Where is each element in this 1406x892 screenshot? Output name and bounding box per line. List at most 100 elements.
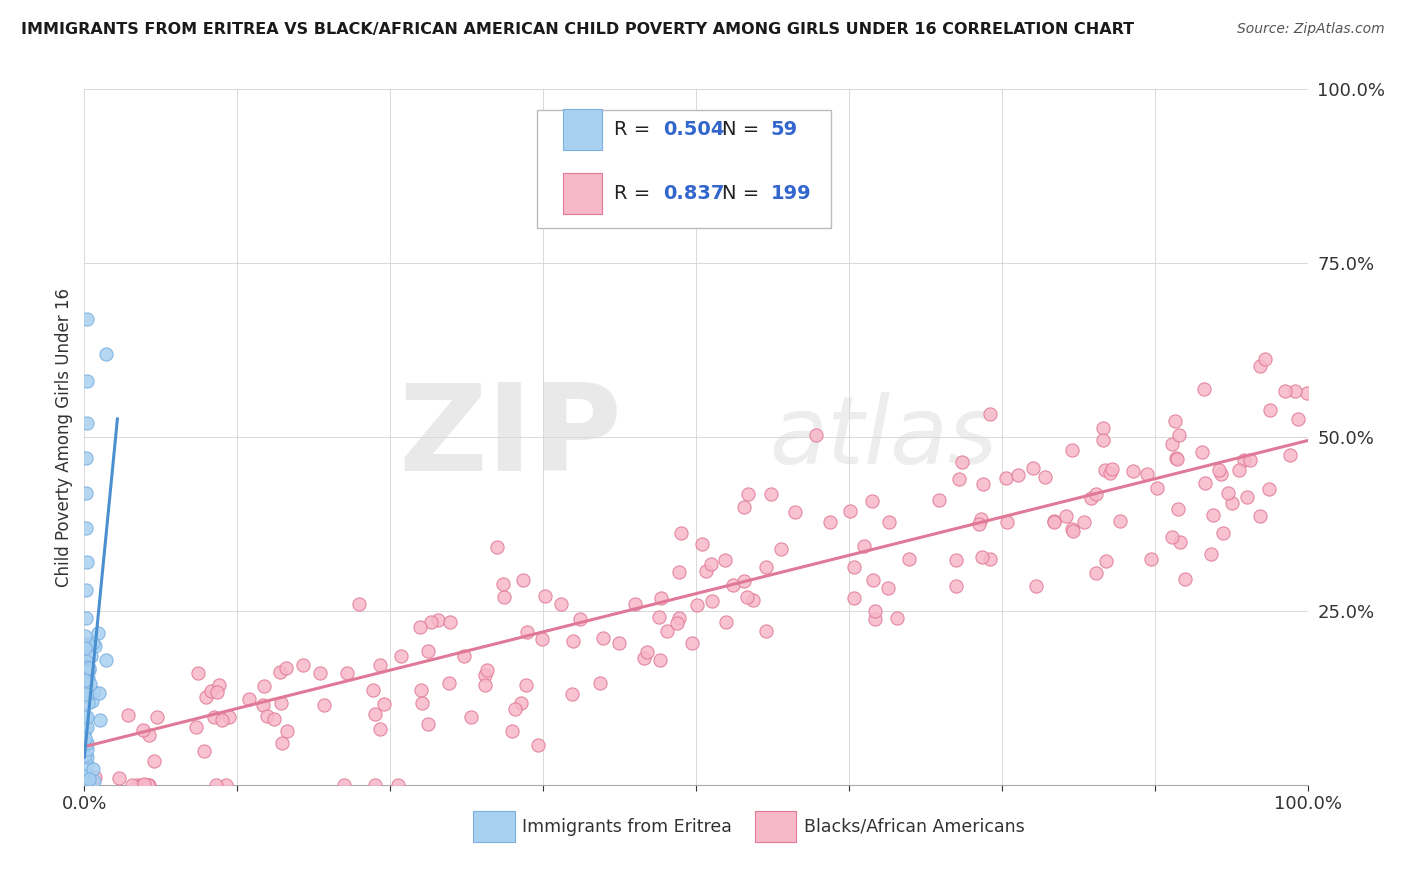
Point — [96, 653, 118, 667]
Point — [1025, 579, 1047, 593]
Point — [76, 416, 98, 430]
Point — [995, 471, 1018, 485]
Point — [211, 714, 233, 728]
Point — [492, 591, 515, 605]
Point — [75, 772, 97, 787]
Point — [77, 663, 100, 677]
Point — [89, 713, 111, 727]
Point — [842, 559, 865, 574]
Point — [77, 772, 100, 786]
Point — [979, 407, 1001, 421]
Point — [737, 487, 759, 501]
Text: 0.837: 0.837 — [664, 185, 724, 203]
Text: Blacks/African Americans: Blacks/African Americans — [804, 818, 1025, 836]
Point — [695, 565, 717, 579]
Point — [1284, 384, 1306, 399]
Point — [387, 778, 409, 792]
Point — [1218, 485, 1240, 500]
Point — [475, 663, 498, 677]
Point — [138, 778, 160, 792]
Point — [1274, 384, 1296, 398]
Point — [862, 573, 884, 587]
Point — [76, 710, 98, 724]
Point — [336, 666, 359, 681]
Point — [453, 649, 475, 664]
Point — [79, 661, 101, 675]
Point — [550, 597, 572, 611]
Point — [474, 678, 496, 692]
Point — [1168, 428, 1191, 442]
Point — [1073, 516, 1095, 530]
Point — [187, 666, 209, 681]
Point — [650, 591, 672, 605]
Point — [76, 311, 98, 326]
Point — [1062, 524, 1084, 538]
Point — [73, 664, 96, 678]
Point — [969, 512, 991, 526]
Point — [1033, 470, 1056, 484]
Point — [1092, 433, 1115, 447]
Point — [1164, 450, 1187, 465]
Point — [75, 676, 97, 690]
Point — [121, 778, 143, 792]
Point — [79, 648, 101, 663]
Point — [1054, 509, 1077, 524]
Point — [1286, 412, 1309, 426]
Point — [1160, 530, 1182, 544]
Point — [485, 540, 508, 554]
Point — [75, 665, 97, 680]
FancyBboxPatch shape — [562, 109, 602, 150]
Point — [146, 710, 169, 724]
Point — [418, 716, 440, 731]
Point — [648, 610, 671, 624]
Point — [588, 676, 610, 690]
Point — [733, 574, 755, 589]
Point — [607, 636, 630, 650]
Point — [1236, 491, 1258, 505]
Point — [75, 520, 97, 534]
Point — [818, 515, 841, 529]
Point — [1167, 501, 1189, 516]
Point — [131, 778, 153, 792]
Point — [75, 675, 97, 690]
Point — [184, 720, 207, 734]
Point — [1201, 508, 1223, 523]
Point — [332, 778, 354, 792]
Point — [1060, 442, 1083, 457]
Point — [770, 542, 793, 557]
Point — [592, 631, 614, 645]
Point — [733, 500, 755, 514]
Point — [1208, 463, 1230, 477]
Point — [75, 637, 97, 651]
Point — [76, 757, 98, 772]
Point — [503, 701, 526, 715]
Point — [1227, 463, 1250, 477]
Point — [409, 683, 432, 698]
Point — [863, 604, 886, 618]
Text: 59: 59 — [770, 120, 797, 139]
Point — [876, 582, 898, 596]
Point — [77, 696, 100, 710]
Point — [202, 709, 225, 723]
Text: R =: R = — [614, 185, 657, 203]
Point — [127, 778, 149, 792]
Point — [1164, 414, 1187, 428]
Point — [270, 696, 292, 710]
Point — [79, 686, 101, 700]
Point — [132, 723, 155, 738]
Point — [1062, 522, 1084, 536]
Point — [194, 690, 217, 705]
Point — [76, 678, 98, 692]
Point — [193, 744, 215, 758]
Point — [82, 694, 104, 708]
Point — [418, 644, 440, 658]
FancyBboxPatch shape — [537, 110, 831, 228]
Point — [439, 615, 461, 629]
Point — [84, 770, 107, 784]
Point — [76, 768, 98, 782]
Point — [215, 778, 238, 792]
Point — [460, 710, 482, 724]
Text: atlas: atlas — [769, 392, 998, 483]
Point — [73, 675, 96, 690]
Point — [877, 515, 900, 529]
